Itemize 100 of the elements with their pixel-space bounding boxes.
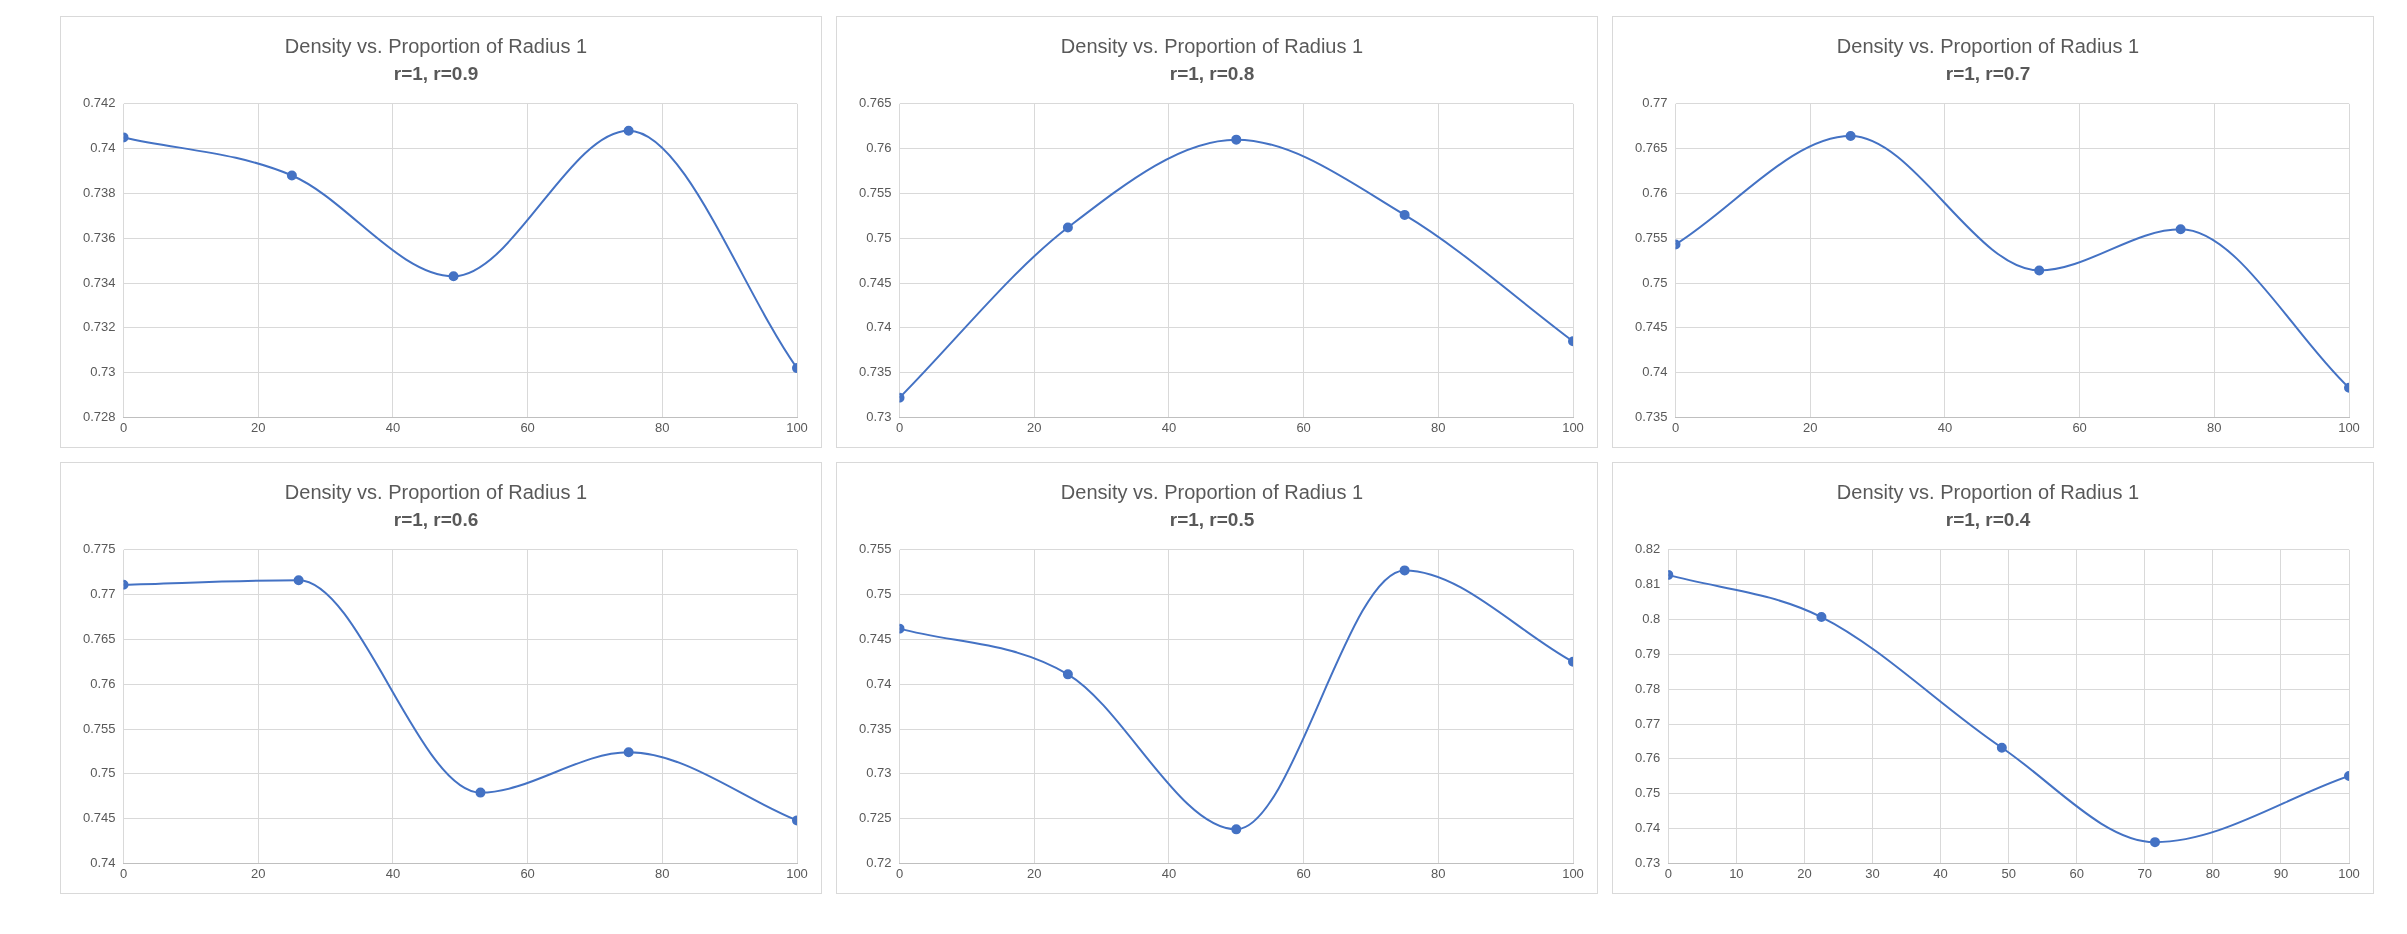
chart-title: Density vs. Proportion of Radius 1	[284, 480, 588, 503]
y-tick-label: 0.77	[90, 586, 116, 602]
x-tick-label: 60	[1296, 419, 1311, 435]
x-tick-label: 80	[655, 865, 670, 881]
point	[1845, 131, 1856, 142]
x-tick-label: 20	[1026, 865, 1042, 881]
x-tick-label: 100	[2338, 865, 2360, 881]
y-tick-label: 0.735	[858, 364, 892, 380]
y-tick-label: 0.74	[866, 675, 892, 691]
x-tick-label: 0	[895, 419, 904, 435]
x-tick-label: 20	[250, 865, 266, 881]
chart-subtitle: r=1, r=0.6	[393, 508, 479, 530]
chart-subtitle: r=1, r=0.5	[1169, 508, 1255, 530]
chart-title: Density vs. Proportion of Radius 1	[1836, 480, 2140, 503]
y-tick-label: 0.745	[858, 630, 892, 646]
y-tick-label: 0.732	[82, 319, 116, 335]
x-tick-label: 80	[2205, 865, 2221, 881]
y-tick-label: 0.78	[1634, 680, 1661, 696]
x-tick-label: 60	[2072, 419, 2087, 435]
y-tick-label: 0.74	[90, 854, 116, 870]
y-tick-label: 0.75	[866, 586, 892, 602]
chart-title: Density vs. Proportion of Radius 1	[284, 34, 588, 57]
x-tick-label: 100	[1562, 865, 1584, 881]
y-tick-label: 0.755	[858, 541, 892, 557]
x-tick-label: 70	[2137, 865, 2153, 881]
x-tick-label: 0	[119, 419, 128, 435]
y-tick-label: 0.74	[90, 140, 116, 156]
y-tick-label: 0.736	[82, 229, 116, 245]
point	[448, 271, 459, 282]
y-tick-label: 0.75	[90, 765, 116, 781]
x-tick-label: 20	[1802, 419, 1818, 435]
chart-subtitle: r=1, r=0.9	[393, 62, 479, 84]
y-tick-label: 0.73	[866, 408, 892, 424]
x-tick-label: 50	[2001, 865, 2016, 881]
y-tick-label: 0.76	[866, 140, 892, 156]
y-tick-label: 0.742	[82, 95, 116, 111]
y-tick-label: 0.735	[858, 720, 892, 736]
y-tick-label: 0.755	[82, 720, 116, 736]
chart-subtitle: r=1, r=0.7	[1945, 62, 2031, 84]
x-tick-label: 40	[1933, 865, 1948, 881]
x-tick-label: 60	[2069, 865, 2084, 881]
x-tick-label: 100	[2338, 419, 2360, 435]
chart-title: Density vs. Proportion of Radius 1	[1836, 34, 2140, 57]
x-tick-label: 90	[2273, 865, 2289, 881]
point	[1399, 565, 1410, 576]
x-tick-label: 100	[1562, 419, 1584, 435]
point	[293, 575, 304, 586]
x-tick-label: 100	[786, 419, 808, 435]
point	[1231, 824, 1242, 835]
chart-title: Density vs. Proportion of Radius 1	[1060, 34, 1364, 57]
x-tick-label: 10	[1729, 865, 1744, 881]
y-tick-label: 0.745	[858, 274, 892, 290]
x-tick-label: 20	[250, 419, 266, 435]
y-tick-label: 0.745	[1634, 319, 1668, 335]
point	[475, 787, 486, 798]
chart-title: Density vs. Proportion of Radius 1	[1060, 480, 1364, 503]
y-tick-label: 0.765	[82, 630, 116, 646]
x-tick-label: 0	[1671, 419, 1680, 435]
y-tick-label: 0.77	[1634, 715, 1661, 731]
x-tick-label: 30	[1865, 865, 1880, 881]
point	[2175, 224, 2186, 235]
x-tick-label: 0	[119, 865, 128, 881]
y-tick-label: 0.76	[90, 675, 116, 691]
y-tick-label: 0.725	[858, 810, 892, 826]
y-tick-label: 0.755	[858, 184, 892, 200]
point	[623, 747, 634, 758]
y-tick-label: 0.73	[90, 364, 116, 380]
y-tick-label: 0.765	[1634, 140, 1668, 156]
chart-subtitle: r=1, r=0.8	[1169, 62, 1255, 84]
y-tick-label: 0.735	[1634, 408, 1668, 424]
point	[1231, 134, 1242, 145]
y-tick-label: 0.734	[82, 274, 116, 290]
x-tick-label: 0	[895, 865, 904, 881]
y-tick-label: 0.79	[1634, 645, 1661, 661]
x-tick-label: 20	[1026, 419, 1042, 435]
x-tick-label: 40	[385, 865, 401, 881]
point	[2150, 837, 2160, 848]
y-tick-label: 0.74	[1642, 364, 1668, 380]
y-tick-label: 0.745	[82, 810, 116, 826]
x-tick-label: 20	[1797, 865, 1812, 881]
y-tick-label: 0.72	[866, 854, 892, 870]
y-tick-label: 0.73	[866, 765, 892, 781]
x-tick-label: 80	[2207, 419, 2222, 435]
x-tick-label: 60	[520, 419, 535, 435]
x-tick-label: 80	[1431, 419, 1446, 435]
y-tick-label: 0.8	[1642, 611, 1661, 627]
y-tick-label: 0.74	[866, 319, 892, 335]
x-tick-label: 0	[1664, 865, 1672, 881]
point	[1816, 612, 1827, 623]
point	[1062, 222, 1073, 233]
y-tick-label: 0.738	[82, 184, 116, 200]
x-tick-label: 100	[786, 865, 808, 881]
x-tick-label: 40	[1161, 865, 1177, 881]
x-tick-label: 40	[1161, 419, 1177, 435]
point	[623, 125, 634, 136]
point	[1996, 742, 2007, 753]
y-tick-label: 0.728	[82, 408, 116, 424]
y-tick-label: 0.82	[1634, 541, 1661, 557]
y-tick-label: 0.81	[1634, 576, 1661, 592]
y-tick-label: 0.77	[1642, 95, 1668, 111]
